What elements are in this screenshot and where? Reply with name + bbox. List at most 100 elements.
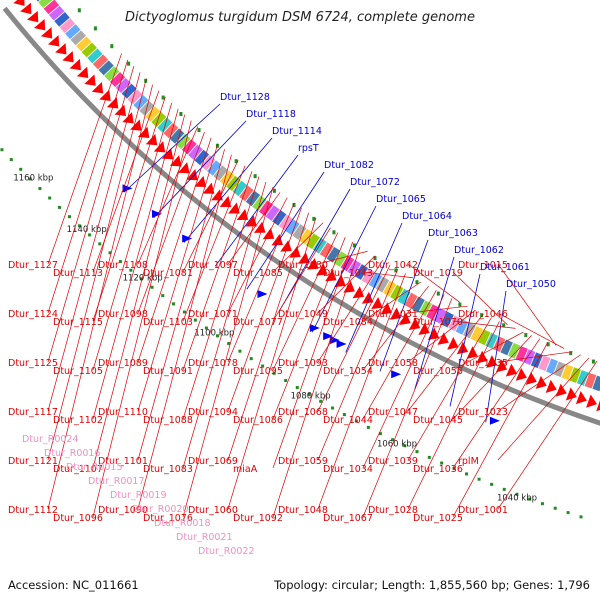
blue-leader-line: [379, 239, 429, 372]
forward-gene-mark: [186, 169, 198, 181]
forward-gene-mark: [33, 18, 46, 31]
forward-gene-label: Dtur_1070: [413, 317, 463, 328]
cog-category-block: [448, 315, 462, 332]
cog-category-block: [470, 326, 484, 342]
forward-gene-label: Dtur_1108: [98, 260, 148, 271]
forward-gene-mark: [437, 332, 449, 345]
forward-gene-label: Dtur_1019: [413, 268, 463, 279]
ruler-dot: [295, 386, 299, 390]
rna-gene-label: Dtur_R0016: [44, 448, 101, 459]
red-leader-line: [137, 149, 225, 461]
cog-category-block: [207, 160, 222, 176]
forward-gene-label: Dtur_1054: [323, 366, 373, 377]
red-leader-line: [227, 207, 302, 412]
ruler-dot: [193, 318, 197, 322]
red-leader-line: [92, 114, 186, 469]
cog-category-block: [299, 228, 314, 245]
red-leader-line: [182, 165, 246, 322]
red-leader-line: [497, 263, 557, 346]
forward-gene-label: rplM: [458, 456, 479, 467]
red-leader-line: [227, 202, 295, 363]
forward-gene-mark: [228, 202, 240, 214]
red-leader-line: [182, 171, 253, 371]
forward-gene-label: Dtur_1034: [323, 464, 373, 475]
inner-tick-dot: [524, 333, 528, 338]
cog-category-block: [59, 18, 76, 33]
red-leader-line: [272, 246, 361, 518]
red-leader-line: [272, 237, 346, 420]
ruler-dot: [150, 285, 154, 289]
ruler-dot: [331, 406, 335, 410]
ruler-dot: [477, 477, 481, 481]
forward-gene-mark: [114, 104, 126, 116]
blue-leader-line: [214, 154, 299, 267]
red-leader-line: [452, 341, 549, 518]
ruler-dot: [403, 444, 407, 448]
ruler-dot: [28, 177, 32, 181]
ruler-dot: [249, 357, 253, 361]
blue-leader-line: [123, 103, 221, 193]
inner-tick-dot: [332, 230, 336, 235]
cog-category-block: [500, 339, 513, 356]
cog-category-block: [81, 42, 97, 58]
red-leader-line: [362, 290, 437, 420]
cog-category-block: [418, 300, 433, 317]
reverse-gene-label: Dtur_1050: [506, 279, 556, 290]
ruler-dot: [261, 364, 265, 368]
inner-tick-dot: [458, 302, 462, 307]
ruler-dot: [0, 148, 4, 152]
rna-gene-label: Dtur_R0021: [176, 532, 233, 543]
forward-gene-label: miaA: [233, 464, 258, 475]
red-leader-line: [362, 271, 414, 279]
red-leader-line: [497, 354, 581, 412]
forward-gene-mark: [575, 390, 587, 405]
ruler-dot: [452, 467, 456, 471]
forward-gene-label: Dtur_1067: [323, 513, 373, 524]
ruler-dot: [215, 334, 219, 338]
forward-gene-mark: [307, 257, 319, 270]
forward-gene-label: Dtur_1015: [458, 260, 508, 271]
forward-gene-label: Dtur_1078: [188, 358, 238, 369]
forward-gene-mark: [525, 371, 537, 385]
reverse-gene-label: Dtur_1061: [480, 262, 530, 273]
ruler-dot: [161, 294, 165, 298]
forward-gene-label: Dtur_1056: [413, 366, 463, 377]
ruler-dot: [284, 378, 288, 382]
cog-category-block: [258, 200, 274, 217]
ruler-dot: [378, 432, 382, 436]
ruler-dot: [108, 251, 112, 255]
inner-tick-dot: [546, 342, 550, 347]
inner-tick-dot: [253, 174, 257, 179]
forward-gene-mark: [361, 291, 374, 304]
ruler-dot: [67, 215, 71, 219]
cog-category-block: [485, 332, 498, 349]
forward-gene-mark: [495, 359, 508, 373]
forward-gene-mark: [130, 119, 142, 131]
rna-gene-label: Dtur_R0017: [88, 476, 145, 487]
forward-gene-label: Dtur_1023: [458, 407, 508, 418]
red-leader-line: [47, 78, 147, 461]
inner-tick-dot: [502, 323, 506, 328]
red-leader-line: [182, 187, 274, 518]
ruler-dot: [9, 158, 13, 162]
rna-gene-label: Dtur_R0019: [110, 490, 167, 501]
forward-gene-label: Dtur_1083: [143, 464, 193, 475]
cog-category-block: [477, 329, 491, 346]
forward-gene-mark: [334, 275, 346, 288]
cog-category-block: [546, 358, 559, 375]
cog-category-block: [87, 48, 103, 64]
forward-gene-mark: [169, 155, 182, 167]
ruler-dot: [227, 342, 231, 346]
cog-category-block: [492, 336, 506, 353]
forward-gene-label: Dtur_1094: [188, 407, 238, 418]
cog-category-block: [200, 155, 216, 171]
cog-category-block: [440, 311, 454, 328]
cog-category-block: [397, 288, 411, 305]
ruler-dot: [98, 242, 102, 246]
forward-gene-label: Dtur_1092: [233, 513, 283, 524]
forward-gene-mark: [456, 341, 469, 355]
inner-tick-dot: [312, 216, 316, 221]
ruler-dot: [118, 260, 122, 264]
ruler-dot: [19, 167, 23, 171]
